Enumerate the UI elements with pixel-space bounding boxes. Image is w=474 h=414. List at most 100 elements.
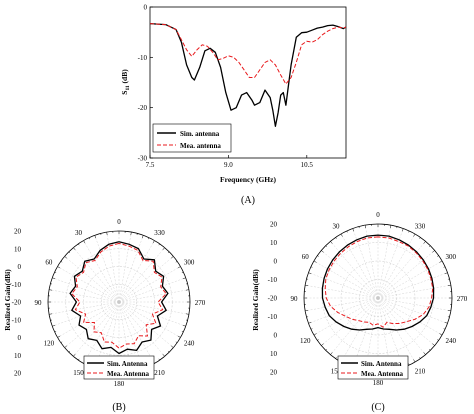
polar-b-grid-spoke [106, 301, 120, 372]
polar-c-grid-spoke [313, 297, 379, 336]
polar-c-grid-spoke [377, 297, 443, 336]
polar-b-angle-tick [167, 251, 170, 254]
polar-b-grid-spoke [118, 240, 155, 303]
polar-c-radial-label: Realized Gain(dBi) [251, 269, 260, 331]
polar-b-sim-line [69, 241, 169, 355]
polar-c-angle-label: 240 [445, 337, 456, 345]
polar-b-labels: 0 30 60 90 120 150 180 210 240 270 300 330 20 10 0 -10 -… [12, 218, 206, 388]
polar-c-angle-tick [313, 333, 317, 336]
polar-c-grid-spoke [377, 297, 435, 346]
polar-c-angle-tick [305, 310, 309, 312]
polar-b-angle-tick [88, 237, 90, 240]
polar-b-grid-spoke [57, 266, 120, 303]
polar-c-radial-tick-label: -10 [268, 276, 278, 284]
polar-c-angle-tick [346, 230, 348, 233]
polar-c-angle-tick [321, 343, 324, 346]
polar-c-angle-tick [330, 241, 333, 244]
polar-b-angle-tick [181, 271, 184, 273]
s11-y-axis-label: S11 (dB) [120, 69, 131, 95]
polar-b-grid-spoke [118, 277, 186, 303]
polar-c-angle-label: 210 [415, 368, 426, 376]
polar-b-angle-tick [73, 353, 76, 357]
polar-b-grid-spoke [118, 301, 181, 338]
polar-c-grid-spoke [308, 272, 379, 299]
polar-c-radial-tick-label: -10 [268, 313, 278, 321]
s11-x-axis-label: Frequency (GHz) [220, 175, 276, 184]
polar-chart-b: 0 30 60 90 120 150 180 210 240 270 300 330 20 10 0 -10 -… [3, 218, 206, 413]
polar-c-angle-tick [437, 255, 439, 257]
polar-c-angle-tick [432, 250, 435, 253]
polar-c-angle-tick [340, 233, 343, 237]
s11-legend-sim-label: Sim. antenna [180, 130, 220, 138]
polar-c-angle-tick [447, 284, 451, 286]
s11-y-tick-label: -10 [138, 54, 148, 62]
polar-b-angle-tick [78, 243, 80, 246]
polar-c-radial-tick-label: 0 [274, 258, 278, 266]
polar-c-grid-spoke [377, 250, 435, 299]
polar-c-angle-tick [335, 237, 337, 239]
polar-c-angle-label: 150 [331, 368, 342, 376]
polar-b-angle-tick [54, 271, 57, 273]
polar-c-angle-label: 30 [333, 222, 341, 230]
s11-x-tick-label: 9.0 [224, 161, 233, 169]
polar-c-grid-spoke [377, 297, 451, 312]
polar-c-angle-tick [313, 260, 317, 263]
polar-c-sim-line [321, 234, 435, 331]
s11-series [149, 22, 347, 127]
polar-c-angle-tick [423, 241, 426, 244]
polar-b-angle-tick [60, 341, 63, 343]
polar-c-grid-spoke [364, 225, 379, 299]
polar-b-radial-tick-label: 0 [18, 334, 22, 342]
polar-c-angle-tick [321, 250, 324, 253]
polar-c-angle-tick [432, 343, 435, 346]
polar-c-grid-spoke [377, 297, 392, 371]
polar-b-angle-label: 270 [195, 299, 206, 307]
panel-b-label: (B) [112, 402, 125, 413]
polar-b-legend: Sim. Antenna Mea. Antenna [83, 355, 155, 380]
polar-c-angle-tick [335, 357, 337, 359]
polar-b-angle-tick [167, 350, 170, 353]
polar-b-grid-spoke [73, 247, 120, 303]
polar-b-radial-tick-label: -10 [12, 316, 22, 324]
s11-y-tick-label: -20 [138, 104, 148, 112]
polar-b-angle-tick [182, 325, 186, 327]
polar-b-grid-spoke [73, 301, 120, 357]
polar-c-angle-tick [419, 357, 421, 359]
polar-b-angle-label: 0 [117, 218, 121, 226]
polar-b-radial-tick-label: -20 [12, 299, 22, 307]
polar-c-grid-spoke [377, 228, 404, 299]
polar-c-angle-tick [364, 225, 366, 229]
polar-c-radial-tick-label: 20 [270, 221, 278, 229]
polar-b-angle-label: 330 [154, 229, 165, 237]
s11-chart: 7.5 9.0 10.5 0 -10 -20 -30 Frequency (GHz) S11… [120, 4, 347, 206]
polar-b-radial-tick-label: 10 [14, 245, 22, 253]
polar-c-angle-tick [325, 245, 327, 247]
polar-c-angle-label: 120 [300, 337, 311, 345]
panel-a-label: (A) [241, 195, 255, 206]
polar-c-grid-spoke [377, 241, 426, 299]
polar-c-grid-spoke [377, 272, 448, 299]
polar-c-angle-label: 180 [373, 379, 384, 387]
polar-b-angle-tick [177, 266, 181, 269]
polar-c-angle-label: 330 [415, 222, 426, 230]
polar-b-angle-tick [78, 358, 80, 361]
polar-c-angle-tick [352, 228, 354, 232]
polar-b-grid-spoke [118, 232, 132, 303]
polar-b-grid-spoke [118, 266, 181, 303]
polar-c-grid-spoke [340, 233, 379, 299]
polar-b-angle-tick [170, 345, 174, 348]
s11-mea-line [149, 23, 347, 85]
polar-b-angle-tick [60, 261, 63, 263]
polar-c-angle-tick [308, 272, 312, 274]
polar-c-angle-tick [305, 284, 309, 286]
s11-y-axis-label-main: S [120, 91, 129, 95]
polar-b-grid-spoke [118, 247, 165, 303]
polar-b-grid-spoke [64, 256, 120, 303]
polar-b-angle-tick [52, 325, 56, 327]
polar-c-grid-spoke [313, 260, 379, 299]
polar-b-angle-tick [175, 341, 178, 343]
polar-c-angle-tick [310, 266, 313, 268]
polar-c-angle-tick [444, 322, 448, 324]
polar-c-angle-tick [310, 328, 313, 330]
